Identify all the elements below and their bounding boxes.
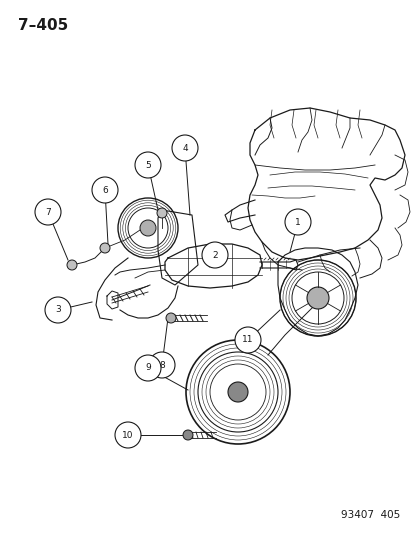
Text: 7–405: 7–405 bbox=[18, 18, 68, 33]
Circle shape bbox=[100, 243, 110, 253]
Circle shape bbox=[171, 135, 197, 161]
Circle shape bbox=[115, 422, 141, 448]
Circle shape bbox=[135, 152, 161, 178]
Text: 1: 1 bbox=[294, 217, 300, 227]
Circle shape bbox=[35, 199, 61, 225]
Text: 3: 3 bbox=[55, 305, 61, 314]
Circle shape bbox=[67, 260, 77, 270]
Circle shape bbox=[157, 208, 166, 218]
Circle shape bbox=[235, 327, 260, 353]
Text: 6: 6 bbox=[102, 185, 108, 195]
Text: 10: 10 bbox=[122, 431, 133, 440]
Circle shape bbox=[45, 297, 71, 323]
Circle shape bbox=[202, 242, 228, 268]
Text: 8: 8 bbox=[159, 360, 164, 369]
Circle shape bbox=[284, 209, 310, 235]
Circle shape bbox=[166, 313, 176, 323]
Circle shape bbox=[92, 177, 118, 203]
Text: 93407  405: 93407 405 bbox=[340, 510, 399, 520]
Circle shape bbox=[228, 382, 247, 402]
Text: 9: 9 bbox=[145, 364, 150, 373]
Text: 7: 7 bbox=[45, 207, 51, 216]
Circle shape bbox=[135, 355, 161, 381]
Text: 2: 2 bbox=[212, 251, 217, 260]
Circle shape bbox=[140, 220, 156, 236]
Circle shape bbox=[183, 430, 192, 440]
Text: 4: 4 bbox=[182, 143, 188, 152]
Text: 5: 5 bbox=[145, 160, 150, 169]
Circle shape bbox=[306, 287, 328, 309]
Circle shape bbox=[149, 352, 175, 378]
Text: 11: 11 bbox=[242, 335, 253, 344]
